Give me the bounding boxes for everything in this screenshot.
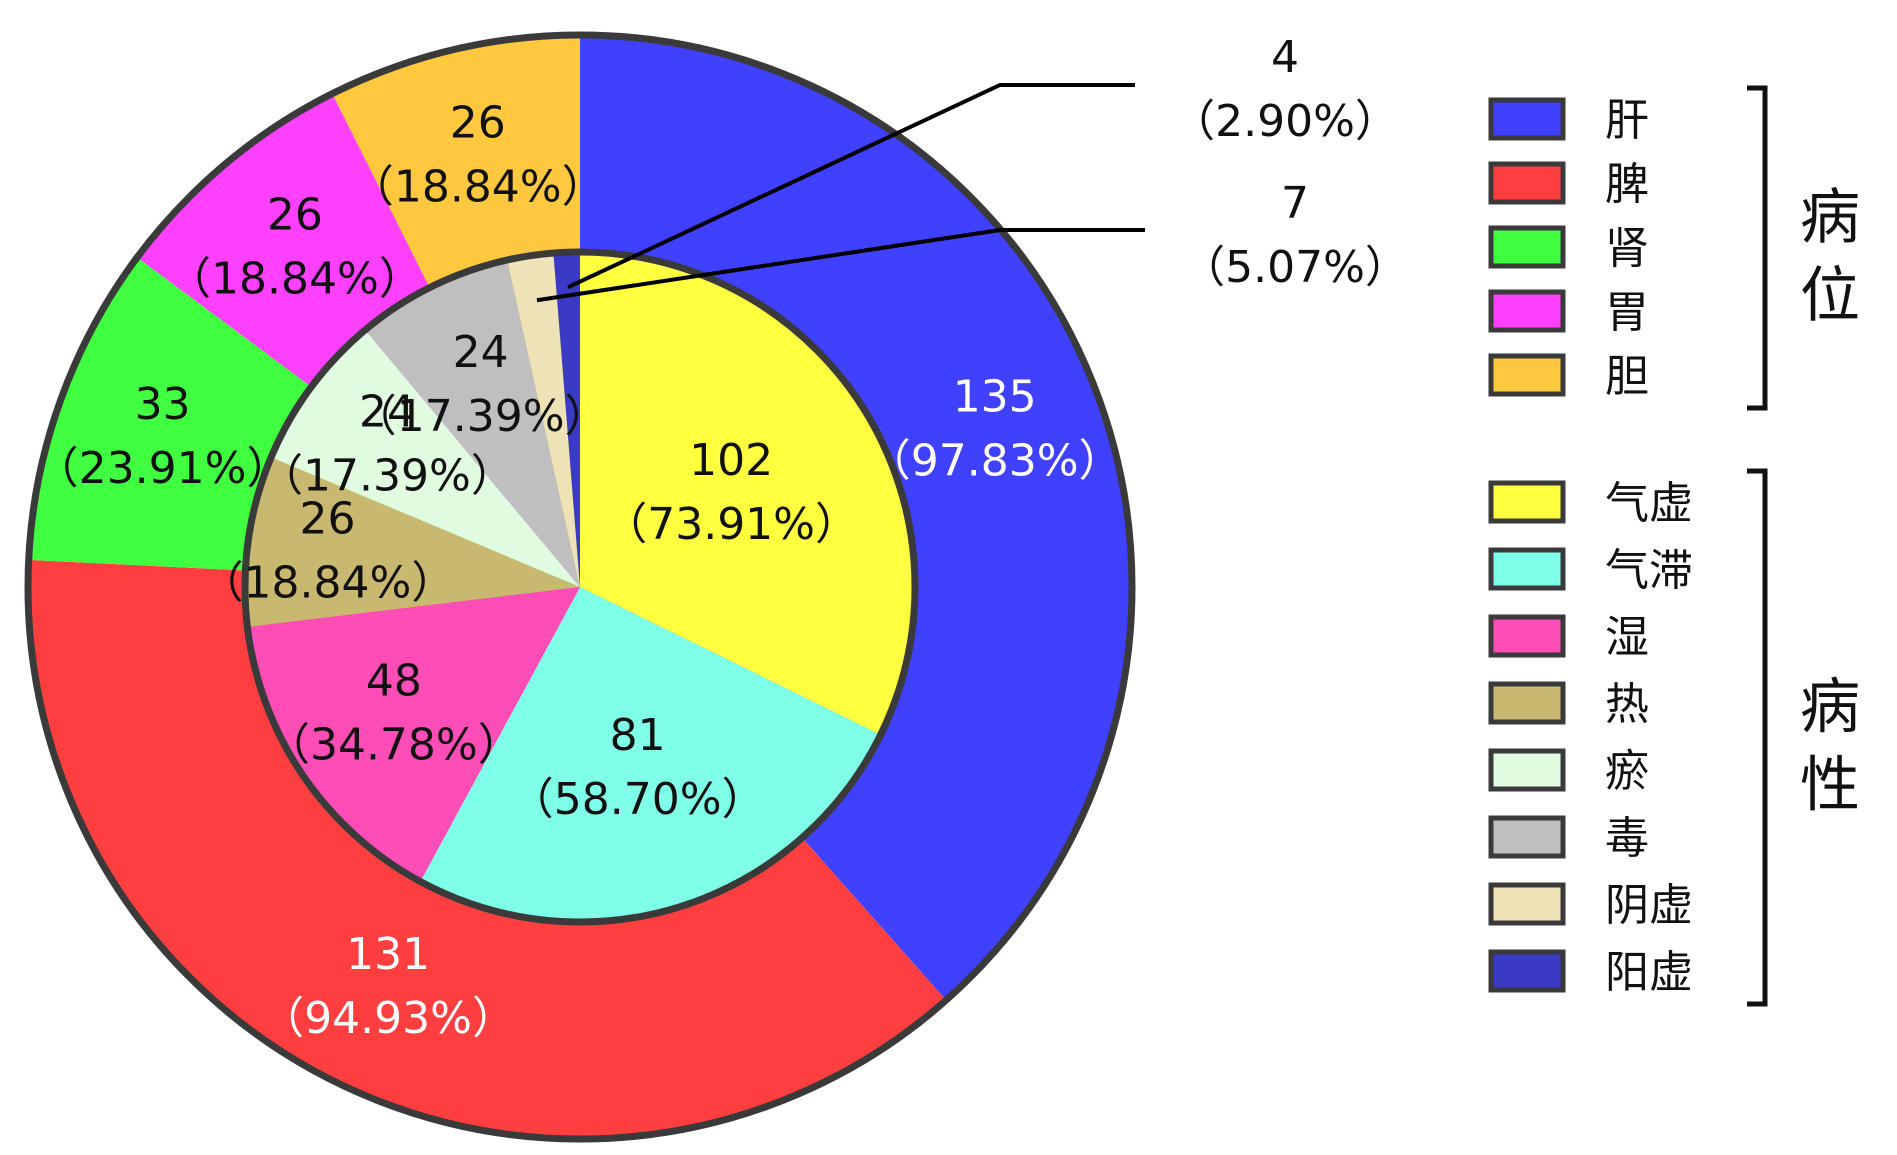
legend-label-2-7: 阴虚 [1605,880,1693,931]
inner-slice-label-6: 24 （17.39%） [353,327,609,442]
outer-slice-label-2: 131 （94.93%） [260,929,516,1044]
legend-label-2-8: 阳虚 [1605,947,1693,998]
legend-label-1-4: 胃 [1605,287,1649,338]
inner-slice-5 [271,329,580,587]
legend-label-2-6: 毒 [1605,813,1649,864]
legend-bracket-2 [1747,468,1768,1007]
outer-slice-label-3: 33 （23.91%） [35,379,291,494]
legend-label-2-4: 热 [1605,679,1649,730]
inner-slice-8 [553,252,580,587]
inner-slice-6 [365,259,580,587]
leader-line-7 [536,228,1145,303]
legend-label-2-2: 气滞 [1605,545,1693,596]
outer-ring-border [24,31,1136,1143]
inner-slice-label-7: 7 （5.07%） [1181,178,1409,293]
inner-slice-label-3: 48 （34.78%） [266,655,522,770]
legend-group-title-2: 病性 [1800,673,1860,821]
outer-slice-label-5: 26 （18.84%） [350,97,606,212]
inner-slice-2 [420,587,881,922]
legend-label-1-5: 胆 [1605,351,1649,402]
legend-swatch-2-3 [1488,614,1566,658]
leader-line-8 [567,83,1135,290]
inner-pie-border [241,248,919,926]
legend-swatch-1-1 [1488,97,1566,141]
legend-swatch-2-6 [1488,815,1566,859]
slice-labels: 135 （97.83%）131 （94.93%）33 （23.91%）26 （18.84… [35,32,1409,1044]
inner-slice-4 [245,457,580,627]
legend-label-1-2: 脾 [1605,159,1649,210]
legend-bracket-1 [1747,85,1768,411]
legend-swatch-2-2 [1488,547,1566,591]
outer-slice-label-1: 135 （97.83%） [867,372,1123,487]
inner-slice-label-2: 81 （58.70%） [510,710,766,825]
legend-group-title-1: 病位 [1800,183,1860,331]
legend-label-1-1: 肝 [1605,95,1649,146]
legend-swatch-2-5 [1488,748,1566,792]
legend-label-2-1: 气虚 [1605,478,1693,529]
legend-swatch-1-3 [1488,225,1566,269]
legend-swatch-1-2 [1488,161,1566,205]
inner-slice-label-1: 102 （73.91%） [603,435,859,550]
ring-borders [24,31,1136,1143]
legend-label-2-5: 瘀 [1605,746,1649,797]
legend-swatch-2-7 [1488,882,1566,926]
legend-label-2-3: 湿 [1605,612,1649,663]
inner-pie [245,252,915,922]
legend-swatch-2-8 [1488,949,1566,993]
legend-swatch-2-4 [1488,681,1566,725]
legend-swatch-1-5 [1488,353,1566,397]
inner-slice-7 [507,253,580,587]
legend-swatch-2-1 [1488,480,1566,524]
inner-slice-label-5: 24 （17.39%） [259,386,515,501]
inner-slice-label-4: 26 （18.84%） [200,494,456,609]
inner-slice-label-8: 4 （2.90%） [1171,32,1399,147]
inner-slice-1 [580,252,915,735]
legend-label-1-3: 肾 [1605,223,1649,274]
legend-swatch-1-4 [1488,289,1566,333]
outer-slice-label-4: 26 （18.84%） [167,189,423,304]
